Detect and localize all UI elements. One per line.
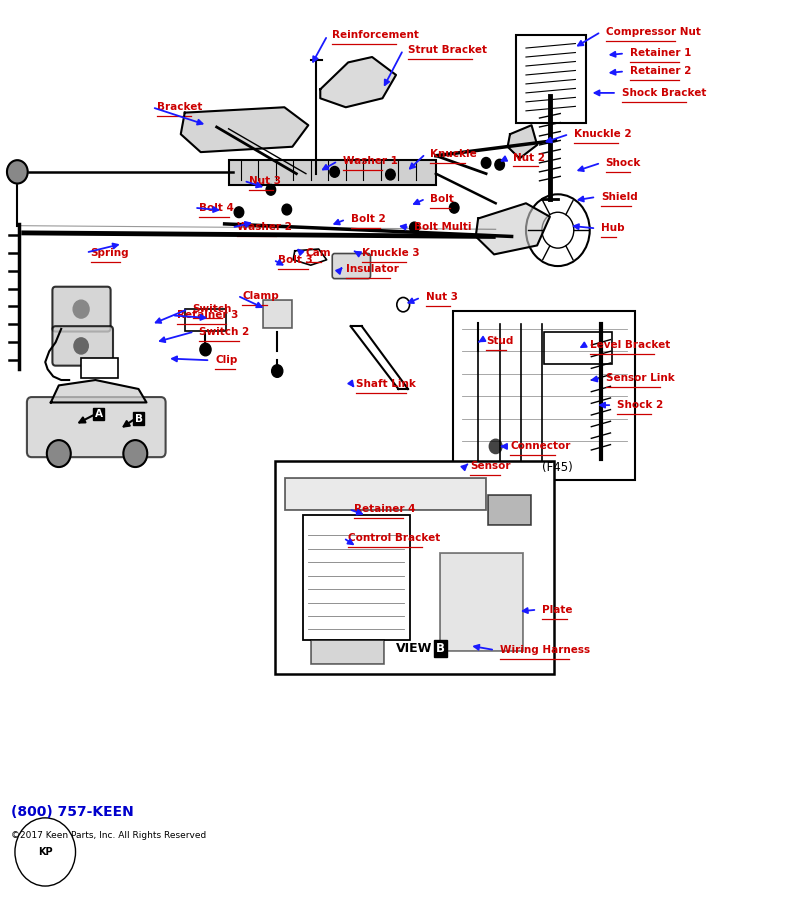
Text: Cam: Cam: [306, 248, 331, 257]
FancyBboxPatch shape: [515, 34, 586, 122]
Circle shape: [200, 343, 211, 356]
Text: Retainer 3: Retainer 3: [177, 310, 238, 320]
Text: Connector: Connector: [510, 441, 570, 452]
FancyBboxPatch shape: [302, 516, 410, 640]
FancyBboxPatch shape: [454, 310, 635, 480]
Text: Retainer 4: Retainer 4: [354, 504, 415, 514]
Circle shape: [266, 184, 276, 195]
FancyBboxPatch shape: [263, 301, 291, 328]
Text: ©2017 Keen Parts, Inc. All Rights Reserved: ©2017 Keen Parts, Inc. All Rights Reserv…: [11, 832, 206, 841]
Text: Level Bracket: Level Bracket: [590, 340, 670, 350]
FancyBboxPatch shape: [275, 461, 554, 674]
Text: Clamp: Clamp: [242, 291, 279, 301]
Text: KP: KP: [38, 847, 53, 857]
Text: Washer 1: Washer 1: [342, 156, 398, 166]
Text: Reinforcement: Reinforcement: [332, 31, 419, 40]
Text: Plate: Plate: [542, 605, 573, 615]
Polygon shape: [508, 125, 537, 158]
Text: Wiring Harness: Wiring Harness: [500, 645, 590, 655]
Text: B: B: [134, 414, 142, 424]
FancyBboxPatch shape: [81, 358, 118, 378]
Text: Shield: Shield: [601, 192, 638, 202]
Circle shape: [73, 301, 89, 318]
Text: A: A: [94, 410, 102, 419]
Text: Nut 3: Nut 3: [249, 176, 281, 185]
Polygon shape: [51, 380, 146, 402]
FancyBboxPatch shape: [27, 397, 166, 457]
Circle shape: [450, 202, 459, 213]
FancyBboxPatch shape: [440, 554, 522, 651]
Circle shape: [482, 158, 491, 168]
Polygon shape: [181, 107, 308, 152]
Text: Bolt: Bolt: [430, 194, 454, 203]
Text: Shock 2: Shock 2: [617, 400, 663, 410]
Text: Control Bracket: Control Bracket: [348, 533, 441, 543]
FancyBboxPatch shape: [310, 640, 384, 663]
Text: Hub: Hub: [601, 223, 625, 233]
Text: Retainer 2: Retainer 2: [630, 67, 691, 76]
Text: (F45): (F45): [542, 462, 573, 474]
Text: Washer 2: Washer 2: [237, 222, 291, 232]
Text: Switch: Switch: [193, 304, 232, 314]
Circle shape: [330, 166, 339, 177]
Text: Knuckle 3: Knuckle 3: [362, 248, 419, 257]
Circle shape: [474, 338, 483, 349]
FancyBboxPatch shape: [185, 309, 226, 330]
Text: Knuckle: Knuckle: [430, 148, 477, 159]
FancyBboxPatch shape: [488, 495, 530, 526]
Text: Bolt 4: Bolt 4: [199, 202, 234, 212]
Circle shape: [234, 207, 244, 218]
Text: Bolt 2: Bolt 2: [350, 214, 386, 224]
Text: Bolt Multi: Bolt Multi: [414, 222, 472, 232]
Polygon shape: [476, 203, 550, 255]
Circle shape: [490, 439, 502, 454]
Circle shape: [282, 204, 291, 215]
Text: Stud: Stud: [486, 336, 514, 346]
Text: Shock: Shock: [606, 158, 641, 168]
Text: Insulator: Insulator: [346, 264, 398, 274]
FancyBboxPatch shape: [285, 478, 486, 510]
Circle shape: [47, 440, 70, 467]
Circle shape: [74, 338, 88, 354]
Text: Shaft Link: Shaft Link: [356, 379, 416, 389]
Text: Compressor Nut: Compressor Nut: [606, 27, 701, 37]
Circle shape: [123, 440, 147, 467]
Text: Switch 2: Switch 2: [199, 327, 250, 337]
Circle shape: [7, 160, 28, 184]
Circle shape: [272, 364, 283, 377]
Text: Nut 3: Nut 3: [426, 292, 458, 302]
Text: Nut 2: Nut 2: [514, 152, 546, 163]
FancyBboxPatch shape: [53, 287, 110, 331]
Text: Strut Bracket: Strut Bracket: [408, 45, 487, 55]
Circle shape: [495, 159, 505, 170]
Text: Shock Bracket: Shock Bracket: [622, 88, 706, 98]
Text: Bracket: Bracket: [157, 103, 202, 112]
Circle shape: [410, 222, 419, 233]
Text: Retainer 1: Retainer 1: [630, 49, 691, 58]
Polygon shape: [320, 57, 396, 107]
Text: Spring: Spring: [90, 248, 130, 257]
Text: (800) 757-KEEN: (800) 757-KEEN: [11, 806, 134, 820]
Text: Sensor: Sensor: [470, 461, 510, 472]
FancyBboxPatch shape: [332, 254, 370, 279]
FancyBboxPatch shape: [543, 331, 612, 364]
Text: Knuckle 2: Knuckle 2: [574, 130, 631, 140]
Text: VIEW: VIEW: [396, 642, 433, 655]
FancyBboxPatch shape: [53, 326, 113, 365]
FancyBboxPatch shape: [229, 160, 436, 185]
Text: Clip: Clip: [215, 356, 238, 365]
Text: Sensor Link: Sensor Link: [606, 374, 674, 383]
Text: B: B: [436, 642, 445, 655]
Text: Bolt 3: Bolt 3: [278, 255, 313, 265]
Circle shape: [386, 169, 395, 180]
